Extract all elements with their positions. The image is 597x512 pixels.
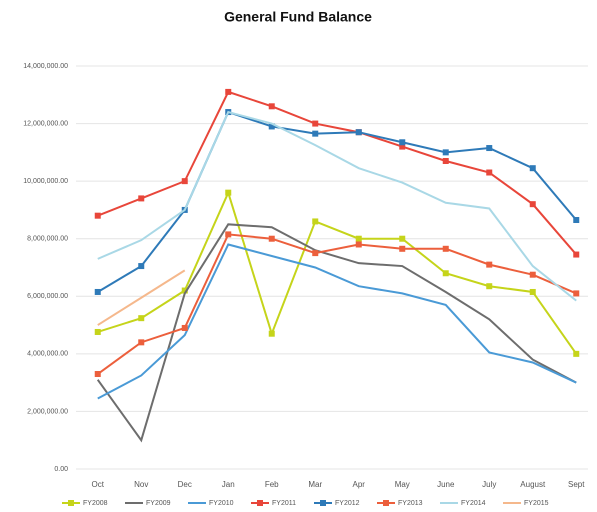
point-marker: [225, 231, 232, 238]
legend-marker: [320, 500, 326, 506]
point-marker: [225, 189, 232, 196]
x-tick-label: Dec: [178, 480, 192, 489]
y-tick-label: 6,000,000.00: [27, 293, 68, 300]
x-tick-label: August: [520, 480, 546, 489]
legend-label: FY2014: [461, 500, 486, 507]
y-tick-label: 0.00: [54, 466, 68, 473]
y-tick-label: 4,000,000.00: [27, 351, 68, 358]
point-marker: [312, 250, 319, 257]
point-marker: [138, 263, 145, 270]
series-line: [97, 243, 577, 400]
x-tick-label: Mar: [308, 480, 322, 489]
series-line: [97, 269, 186, 326]
legend-marker: [68, 500, 74, 506]
x-tick-label: Nov: [134, 480, 148, 489]
point-marker: [573, 290, 580, 297]
x-tick-label: June: [437, 480, 455, 489]
point-marker: [138, 315, 145, 322]
point-marker: [94, 288, 101, 295]
point-marker: [573, 217, 580, 224]
legend-label: FY2013: [398, 500, 423, 507]
point-marker: [268, 235, 275, 242]
point-marker: [486, 145, 493, 152]
x-tick-label: Feb: [265, 480, 279, 489]
x-tick-label: Oct: [92, 480, 105, 489]
legend-marker: [383, 500, 389, 506]
point-marker: [399, 143, 406, 150]
point-marker: [529, 271, 536, 278]
legend-marker: [257, 500, 263, 506]
point-marker: [399, 245, 406, 252]
legend-label: FY2008: [83, 500, 108, 507]
legend-label: FY2015: [524, 500, 549, 507]
point-marker: [529, 201, 536, 208]
x-tick-label: July: [482, 480, 496, 489]
point-marker: [355, 235, 362, 242]
point-marker: [94, 371, 101, 378]
point-marker: [94, 328, 101, 335]
point-marker: [529, 165, 536, 172]
point-marker: [573, 350, 580, 357]
point-marker: [268, 123, 275, 130]
point-marker: [268, 103, 275, 110]
legend-label: FY2010: [209, 500, 234, 507]
series-line: [97, 110, 578, 293]
point-marker: [312, 218, 319, 225]
point-marker: [442, 149, 449, 156]
point-marker: [312, 120, 319, 127]
y-tick-label: 2,000,000.00: [27, 408, 68, 415]
point-marker: [486, 283, 493, 290]
point-marker: [138, 195, 145, 202]
point-marker: [138, 339, 145, 346]
legend-label: FY2011: [272, 500, 296, 507]
legend-label: FY2012: [335, 500, 360, 507]
legend-label: FY2009: [146, 500, 171, 507]
point-marker: [486, 169, 493, 176]
chart-title: General Fund Balance: [224, 9, 372, 25]
point-marker: [181, 324, 188, 331]
point-marker: [181, 287, 188, 294]
point-marker: [312, 130, 319, 137]
point-marker: [399, 139, 406, 146]
point-marker: [94, 212, 101, 219]
series-line: [96, 223, 577, 443]
x-tick-label: May: [395, 480, 410, 489]
point-marker: [355, 129, 362, 136]
point-marker: [486, 261, 493, 268]
point-marker: [399, 235, 406, 242]
point-marker: [529, 288, 536, 295]
point-marker: [225, 88, 232, 95]
series-line: [97, 90, 578, 256]
series-line: [97, 110, 577, 302]
series-line: [97, 189, 578, 355]
x-tick-label: Apr: [353, 480, 366, 489]
point-marker: [181, 178, 188, 185]
y-tick-label: 10,000,000.00: [23, 178, 68, 185]
point-marker: [573, 251, 580, 258]
point-marker: [442, 157, 449, 164]
y-tick-label: 14,000,000.00: [23, 63, 68, 70]
y-tick-label: 12,000,000.00: [23, 120, 68, 127]
x-tick-label: Sept: [568, 480, 585, 489]
point-marker: [268, 330, 275, 337]
point-marker: [442, 245, 449, 252]
point-marker: [355, 241, 362, 248]
x-tick-label: Jan: [222, 480, 235, 489]
point-marker: [442, 270, 449, 277]
series-line: [97, 233, 577, 375]
y-tick-label: 8,000,000.00: [27, 236, 68, 243]
